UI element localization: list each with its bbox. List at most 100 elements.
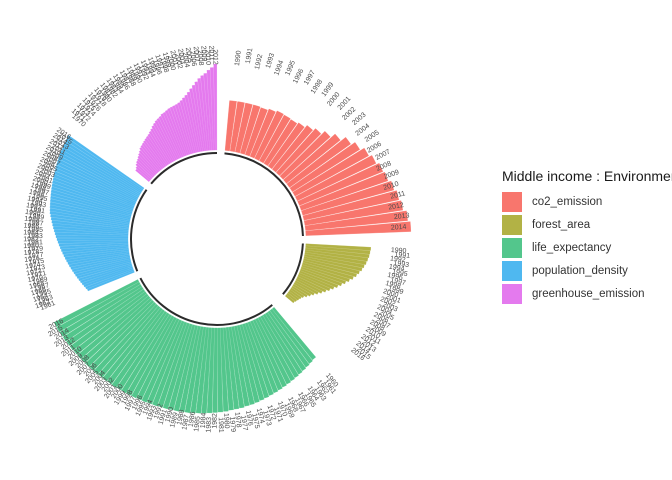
legend-key-forest-area (502, 214, 522, 235)
year-label-population-density-1992: 1992 (26, 202, 43, 212)
bar-greenhouse-emission-1999 (177, 102, 194, 154)
year-label-life-expectancy-1987: 1987 (181, 414, 191, 431)
year-label-population-density-1982: 1982 (23, 236, 39, 243)
bar-greenhouse-emission-2006 (194, 81, 207, 152)
bar-life-expectancy-1992 (157, 322, 190, 408)
bar-greenhouse-emission-1977 (138, 150, 160, 173)
bar-life-expectancy-1967 (255, 317, 291, 385)
bar-population-density-1962 (85, 269, 135, 290)
year-label-life-expectancy-1990: 1990 (164, 406, 175, 423)
bar-life-expectancy-2010 (73, 293, 149, 355)
year-label-population-density-1995: 1995 (31, 193, 48, 203)
year-label-population-density-1976: 1976 (24, 255, 40, 264)
legend-key-greenhouse-emission (502, 283, 522, 304)
bar-forest-area-2014 (287, 291, 300, 301)
bar-greenhouse-emission-1997 (172, 105, 191, 155)
year-label-greenhouse-emission-2002: 2002 (173, 53, 183, 70)
bar-population-density-2010 (59, 152, 140, 198)
bar-population-density-1967 (76, 261, 132, 279)
bar-life-expectancy-2013 (62, 286, 144, 342)
bar-forest-area-1996 (303, 256, 363, 272)
legend-item-greenhouse-emission: greenhouse_emission (502, 282, 672, 305)
bar-life-expectancy-2004 (98, 305, 161, 378)
bar-life-expectancy-1999 (121, 314, 172, 394)
year-label-population-density-1972: 1972 (26, 268, 43, 278)
year-label-greenhouse-emission-1996: 1996 (151, 59, 163, 76)
year-label-population-density-2001: 2001 (37, 174, 54, 186)
baseline-arc-forest-area (282, 243, 304, 295)
bar-life-expectancy-2009 (77, 295, 151, 360)
year-label-life-expectancy-1975: 1975 (250, 413, 260, 430)
year-label-co2-emission-2013: 2013 (394, 212, 410, 221)
year-label-population-density-1980: 1980 (23, 243, 39, 251)
year-label-co2-emission-2010: 2010 (383, 181, 400, 192)
year-label-population-density-1998: 1998 (30, 182, 47, 193)
legend-label-population-density: population_density (532, 264, 628, 277)
bar-greenhouse-emission-1995 (167, 108, 187, 157)
year-label-co2-emission-1990: 1990 (234, 50, 243, 66)
year-label-life-expectancy-1973: 1973 (261, 410, 272, 427)
year-label-population-density-1993: 1993 (30, 199, 47, 209)
bar-forest-area-2011 (291, 285, 308, 298)
year-label-life-expectancy-1984: 1984 (200, 412, 208, 428)
bar-life-expectancy-1970 (247, 321, 279, 394)
bar-life-expectancy-1972 (242, 323, 270, 399)
bar-population-density-1983 (55, 235, 129, 239)
bar-greenhouse-emission-1998 (174, 103, 193, 155)
bar-population-density-1975 (64, 249, 129, 260)
bar-population-density-1988 (51, 220, 129, 231)
year-label-population-density-1988: 1988 (24, 216, 40, 225)
bar-co2-emission-2009 (299, 172, 389, 211)
year-label-co2-emission-1991: 1991 (245, 47, 255, 64)
year-label-greenhouse-emission-2012: 2012 (211, 49, 218, 65)
bar-life-expectancy-1980 (220, 327, 229, 412)
bar-co2-emission-1994 (245, 107, 268, 157)
bar-greenhouse-emission-1981 (143, 140, 165, 169)
year-label-forest-area-1995: 1995 (392, 268, 409, 278)
bar-population-density-1995 (49, 198, 131, 220)
bar-population-density-1993 (49, 204, 130, 223)
year-label-greenhouse-emission-2011: 2011 (207, 45, 214, 60)
year-label-greenhouse-emission-2001: 2001 (168, 50, 178, 67)
year-label-population-density-1970: 1970 (27, 274, 44, 284)
bar-population-density-1985 (53, 229, 129, 236)
bar-population-density-1982 (56, 237, 129, 241)
year-label-forest-area-1998: 1998 (385, 280, 402, 291)
bar-forest-area-2003 (299, 270, 339, 288)
bar-forest-area-2009 (293, 282, 315, 296)
year-label-greenhouse-emission-2005: 2005 (184, 47, 193, 64)
year-label-life-expectancy-1977: 1977 (239, 415, 248, 432)
bar-population-density-2000 (51, 183, 133, 213)
bar-population-density-1996 (50, 195, 132, 219)
bar-forest-area-2002 (300, 268, 343, 287)
year-label-co2-emission-1993: 1993 (265, 52, 276, 69)
bar-greenhouse-emission-1996 (169, 106, 189, 156)
legend-item-co2-emission: co2_emission (502, 190, 672, 213)
year-label-co2-emission-2011: 2011 (390, 190, 406, 200)
bar-population-density-2007 (56, 161, 138, 202)
year-label-population-density-1986: 1986 (23, 222, 39, 230)
bar-population-density-2008 (57, 158, 138, 201)
bar-greenhouse-emission-1979 (140, 144, 162, 171)
legend-key-life-expectancy (502, 237, 522, 258)
bar-life-expectancy-2012 (66, 288, 146, 346)
bar-life-expectancy-1987 (184, 326, 204, 414)
bar-co2-emission-2008 (297, 163, 384, 206)
bar-forest-area-2012 (290, 287, 305, 299)
year-label-population-density-1987: 1987 (28, 219, 44, 227)
year-label-population-density-1990: 1990 (25, 209, 42, 218)
bar-co2-emission-2001 (276, 128, 322, 176)
bar-population-density-2004 (53, 171, 136, 207)
bar-population-density-1972 (69, 254, 130, 268)
bar-greenhouse-emission-2009 (203, 73, 212, 151)
bar-population-density-1994 (49, 201, 131, 222)
bar-co2-emission-1993 (240, 104, 261, 155)
bar-population-density-1971 (70, 255, 131, 270)
year-label-population-density-1978: 1978 (23, 249, 39, 257)
bar-forest-area-2005 (297, 274, 331, 292)
bars-layer (49, 63, 412, 414)
bar-greenhouse-emission-2010 (206, 69, 214, 151)
bar-forest-area-1992 (305, 247, 370, 258)
bar-life-expectancy-1974 (236, 324, 260, 403)
bar-forest-area-2007 (295, 278, 323, 294)
